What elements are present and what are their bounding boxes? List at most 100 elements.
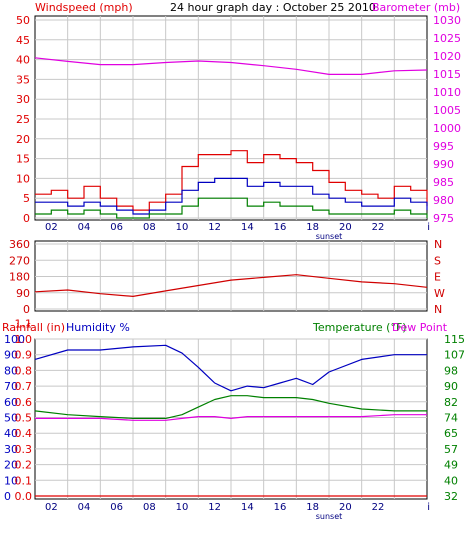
compass-tick-label: S	[434, 254, 441, 267]
barometer-axis-label: Barometer (mb)	[372, 1, 460, 14]
humidity-tick-label: 40	[4, 427, 18, 440]
windspeed-tick-label: 15	[16, 153, 30, 166]
x-tick-label: 02	[45, 502, 58, 513]
compass-tick-label: W	[434, 287, 445, 300]
windspeed-tick-label: 25	[16, 113, 30, 126]
x-tick-label: 06	[110, 502, 123, 513]
barometer-tick-label: 985	[433, 176, 454, 189]
wind-average-line	[35, 177, 428, 215]
sunset-label: sunset	[316, 512, 343, 521]
temperature-tick-label: 65	[444, 427, 458, 440]
rainfall-tick-label: 0.0	[15, 490, 33, 503]
humidity-tick-label: 50	[4, 412, 18, 425]
temperature-tick-label: 57	[444, 443, 458, 456]
x-tick-label: 22	[372, 502, 385, 513]
barometer-tick-label: 1000	[433, 122, 461, 135]
humidity-tick-label: 30	[4, 443, 18, 456]
wind-min-line	[35, 197, 428, 219]
rainfall-axis-label: Rainfall (in)	[2, 321, 65, 334]
temperature-tick-label: 82	[444, 396, 458, 409]
windspeed-tick-label: 35	[16, 73, 30, 86]
sunset-label: sunset	[316, 232, 343, 241]
x-tick-label: 20	[339, 222, 352, 233]
x-tick-label: 10	[176, 502, 189, 513]
temperature-tick-label: 40	[444, 474, 458, 487]
x-tick-label: 18	[306, 222, 319, 233]
x-tick-label: i	[427, 222, 430, 233]
x-tick-label: 10	[176, 222, 189, 233]
x-tick-label: 02	[45, 222, 58, 233]
humidity-tick-label: 20	[4, 459, 18, 472]
x-tick-label: 08	[143, 502, 156, 513]
x-tick-label: 06	[110, 222, 123, 233]
x-tick-label: 04	[78, 502, 91, 513]
windspeed-tick-label: 20	[16, 133, 30, 146]
temperature-axis-label: Temperature (°F)	[312, 321, 407, 334]
humidity-tick-label: 60	[4, 396, 18, 409]
direction-tick-label: 360	[9, 238, 30, 251]
x-tick-label: 12	[208, 502, 221, 513]
x-tick-label: 04	[78, 222, 91, 233]
windspeed-axis-label: Windspeed (mph)	[35, 1, 133, 14]
humidity-tick-label: 0	[4, 490, 11, 503]
x-tick-label: 16	[274, 502, 287, 513]
direction-tick-label: 180	[9, 271, 30, 284]
temperature-line	[34, 395, 427, 419]
windspeed-tick-label: 45	[16, 34, 30, 47]
temperature-tick-label: 32	[444, 490, 458, 503]
barometer-tick-label: 1030	[433, 14, 461, 27]
compass-tick-label: N	[434, 238, 442, 251]
dewpoint-axis-label: Dew Point	[392, 321, 448, 334]
direction-tick-label: 270	[9, 254, 30, 267]
windspeed-tick-label: 50	[16, 14, 30, 27]
rainfall-tick-label: 0.9	[15, 349, 33, 362]
rainfall-tick-label: 0.8	[15, 364, 33, 377]
compass-tick-label: E	[434, 271, 441, 284]
x-tick-label: 08	[143, 222, 156, 233]
rainfall-tick-label: 0.3	[15, 443, 33, 456]
rainfall-tick-label: 0.6	[15, 396, 33, 409]
temperature-tick-label: 115	[444, 333, 465, 346]
x-tick-label: 18	[306, 502, 319, 513]
x-tick-label: 20	[339, 502, 352, 513]
windspeed-tick-label: 5	[23, 192, 30, 205]
temperature-tick-label: 90	[444, 380, 458, 393]
rainfall-tick-label: 0.4	[15, 427, 33, 440]
barometer-tick-label: 990	[433, 158, 454, 171]
rainfall-tick-label: 1.1	[15, 317, 33, 330]
dewpoint-line	[35, 414, 427, 421]
humidity-tick-label: 100	[4, 333, 25, 346]
humidity-axis-label: Humidity %	[66, 321, 130, 334]
windspeed-tick-label: 40	[16, 54, 30, 67]
compass-tick-label: N	[434, 303, 442, 316]
humidity-tick-label: 10	[4, 474, 18, 487]
chart-title: 24 hour graph day : October 25 2010	[170, 1, 376, 14]
barometer-tick-label: 1005	[433, 104, 461, 117]
barometer-tick-label: 1015	[433, 68, 461, 81]
rainfall-tick-label: 0.7	[15, 380, 33, 393]
x-tick-label: 22	[372, 222, 385, 233]
temperature-tick-label: 49	[444, 459, 458, 472]
barometer-tick-label: 980	[433, 194, 454, 207]
temperature-tick-label: 107	[444, 349, 465, 362]
windspeed-tick-label: 0	[23, 212, 30, 225]
barometer-tick-label: 995	[433, 140, 454, 153]
temperature-tick-label: 98	[444, 364, 458, 377]
barometer-line	[34, 57, 428, 76]
x-tick-label: i	[427, 502, 430, 513]
rainfall-tick-label: 0.1	[15, 474, 33, 487]
wind-direction-line	[34, 274, 428, 297]
windspeed-tick-label: 10	[16, 172, 30, 185]
windspeed-line	[35, 150, 428, 211]
direction-tick-label: 0	[23, 303, 30, 316]
humidity-tick-label: 70	[4, 380, 18, 393]
x-tick-label: 16	[274, 222, 287, 233]
temperature-tick-label: 74	[444, 412, 458, 425]
barometer-tick-label: 975	[433, 212, 454, 225]
humidity-tick-label: 90	[4, 349, 18, 362]
x-tick-label: 12	[208, 222, 221, 233]
barometer-tick-label: 1020	[433, 50, 461, 63]
